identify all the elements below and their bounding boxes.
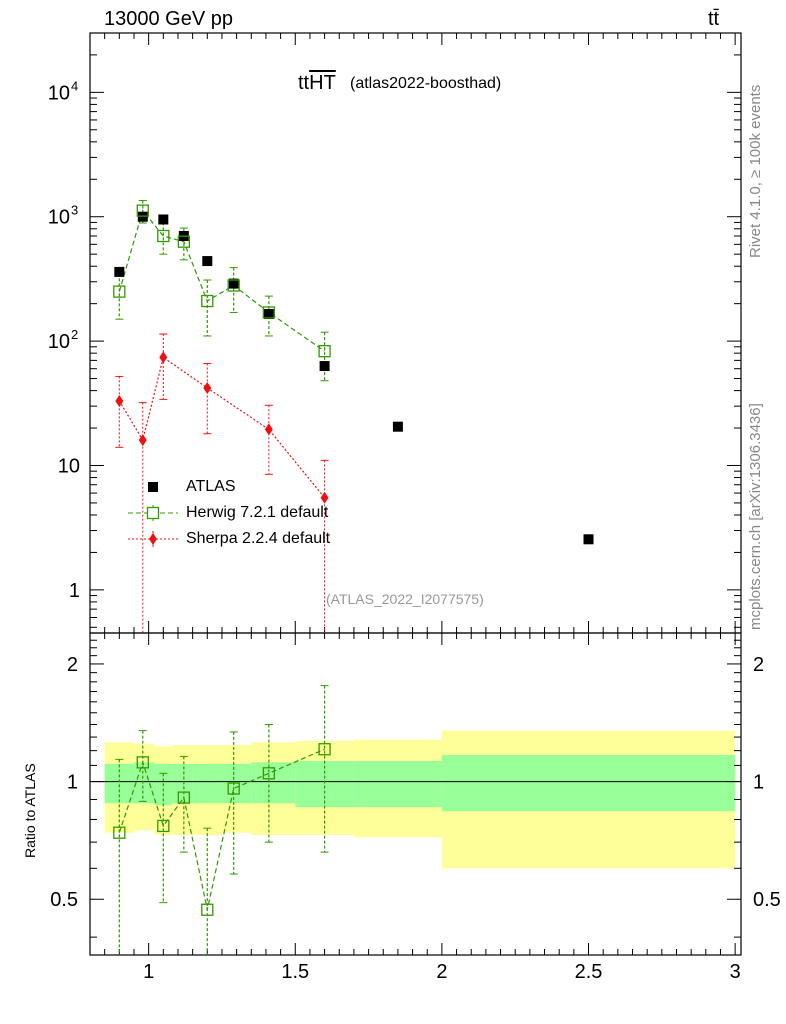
ratio-y-tick-label-right: 2 — [753, 654, 764, 676]
plot-title-main: tt — [298, 72, 310, 94]
sherpa-point — [159, 351, 168, 364]
herwig-point — [318, 345, 331, 358]
sherpa-line — [118, 356, 326, 499]
y-tick-exponent: 3 — [71, 203, 78, 218]
ratio-herwig-point — [227, 782, 240, 795]
beam-label: 13000 GeV pp — [104, 8, 233, 30]
ratio-band-inner — [353, 760, 442, 808]
ratio-y-tick-label: 2 — [67, 654, 78, 676]
reference-label: (ATLAS_2022_I2077575) — [326, 591, 484, 607]
legend-sherpa-marker — [149, 533, 157, 545]
legend-herwig: Herwig 7.2.1 default — [186, 504, 329, 521]
x-tick-label: 3 — [730, 961, 741, 983]
sherpa-point — [115, 394, 124, 407]
plot-title: ttHT — [298, 72, 336, 95]
atlas-point — [114, 266, 125, 277]
legend-atlas: ATLAS — [186, 478, 236, 495]
ratio-herwig-point — [318, 743, 331, 756]
herwig-point — [113, 285, 126, 298]
x-tick-label: 2.5 — [575, 961, 603, 983]
ratio-band-inner — [441, 754, 736, 812]
ratio-y-tick-label: 0.5 — [50, 889, 78, 911]
x-tick-label: 1 — [143, 961, 154, 983]
atlas-point — [158, 214, 169, 225]
atlas-point — [583, 534, 594, 545]
sherpa-point — [264, 423, 273, 436]
ratio-y-tick-label-right: 1 — [753, 772, 764, 794]
herwig-point — [177, 235, 190, 248]
sherpa-point — [320, 491, 329, 504]
plot-title-overline: HT — [309, 72, 336, 94]
atlas-point — [319, 361, 330, 372]
legend-atlas-marker — [148, 482, 158, 492]
y-tick-label: 1 — [69, 580, 80, 602]
ratio-herwig-point — [136, 756, 149, 769]
ratio-herwig-point — [262, 767, 276, 780]
sherpa-point — [203, 381, 212, 394]
herwig-point — [201, 294, 214, 308]
atlas-point — [202, 256, 213, 267]
atlas-point — [392, 421, 403, 432]
ratio-herwig-point — [201, 903, 214, 916]
ratio-herwig-point — [177, 791, 190, 804]
ratio-band-inner — [133, 762, 155, 804]
ratio-band-inner — [172, 763, 193, 804]
herwig-point — [157, 229, 170, 243]
y-tick-label: 10 — [48, 331, 70, 353]
ratio-band-inner — [192, 763, 222, 804]
ratio-band-inner — [251, 762, 296, 804]
y-tick-exponent: 2 — [71, 327, 78, 342]
ratio-herwig-point — [157, 819, 170, 833]
atlas-point — [228, 278, 239, 289]
process-label: tt̄ — [708, 8, 720, 30]
y-tick-exponent: 4 — [71, 78, 78, 93]
y-tick-label: 10 — [48, 82, 70, 104]
y-tick-label: 10 — [58, 455, 80, 477]
ratio-y-tick-label: 1 — [67, 772, 78, 794]
herwig-line — [118, 209, 325, 352]
y-tick-label: 10 — [48, 207, 70, 229]
legend-herwig-marker — [146, 506, 160, 520]
legend-sherpa: Sherpa 2.2.4 default — [186, 530, 331, 547]
herwig-point — [262, 306, 276, 319]
ratio-y-axis-label: Ratio to ATLAS — [22, 763, 38, 858]
ratio-herwig-point — [113, 826, 126, 839]
plot-subtitle: (atlas2022-boosthad) — [350, 75, 502, 92]
herwig-point — [227, 279, 240, 292]
sherpa-point — [138, 434, 147, 447]
ratio-herwig-line — [118, 748, 325, 910]
mcplots-label: mcplots.cern.ch [arXiv:1306.3436] — [747, 403, 764, 630]
rivet-version-label: Rivet 4.1.0, ≥ 100k events — [747, 84, 764, 258]
herwig-point — [136, 204, 149, 217]
ratio-y-tick-label-right: 0.5 — [753, 889, 781, 911]
ratio-frame — [89, 632, 742, 956]
x-tick-label: 2 — [436, 961, 447, 983]
x-tick-label: 1.5 — [281, 961, 309, 983]
atlas-point — [263, 309, 274, 320]
